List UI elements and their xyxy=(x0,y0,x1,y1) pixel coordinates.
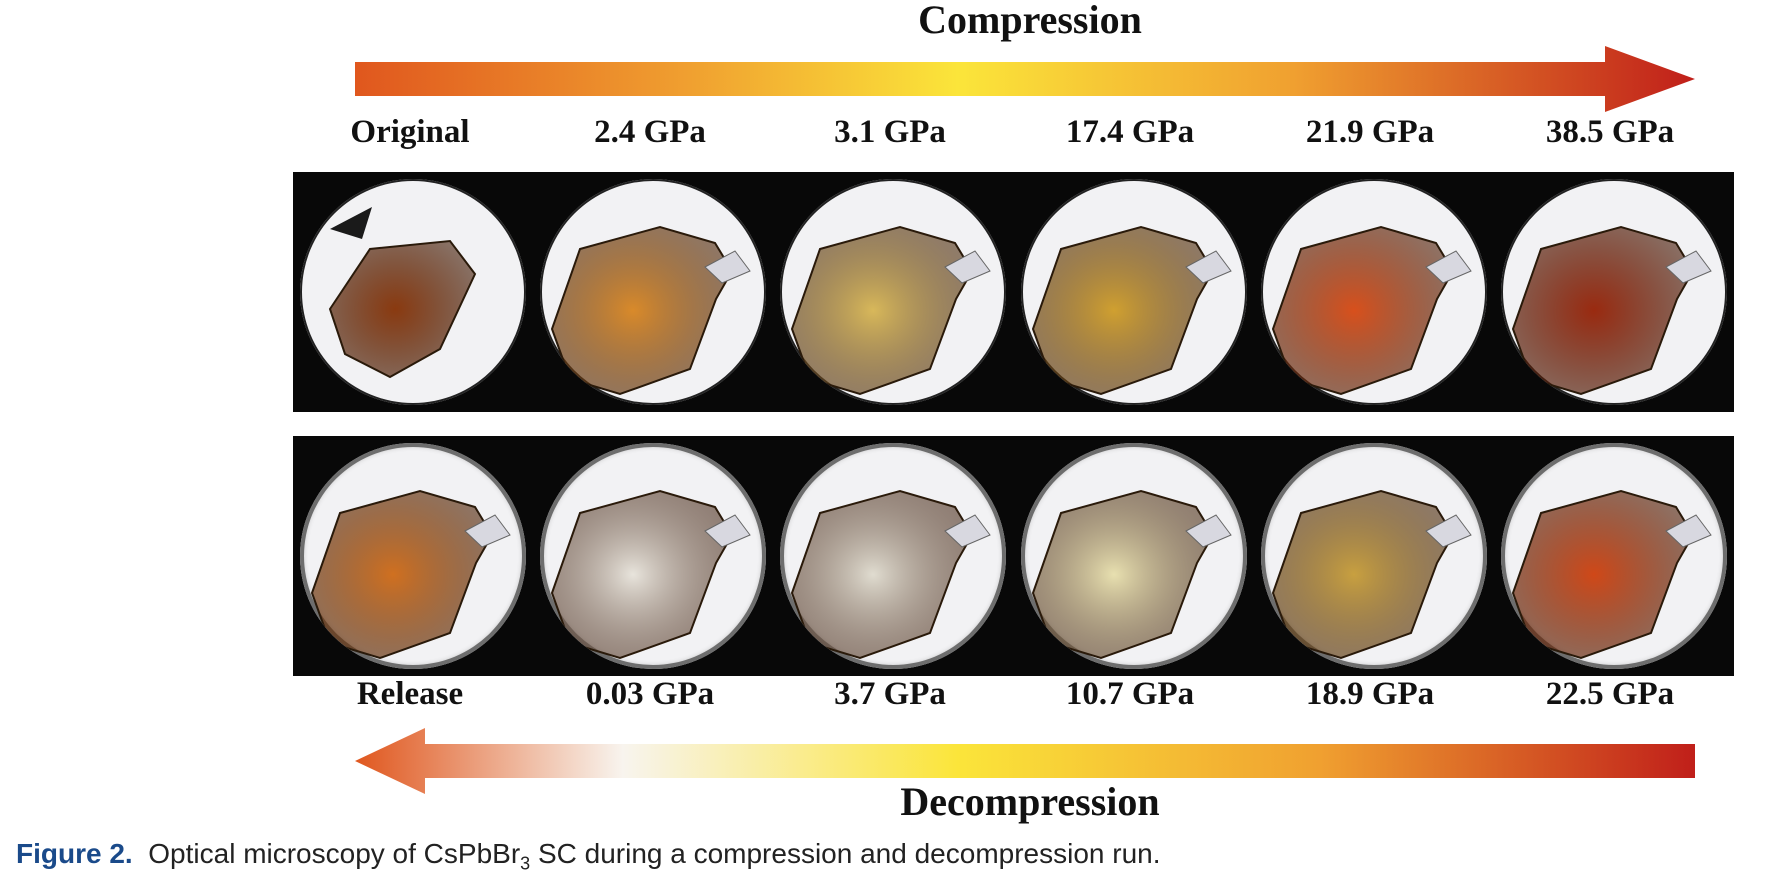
caption-text: Optical microscopy of CsPbBr3 SC during … xyxy=(148,838,1161,874)
compression-labels: Original 2.4 GPa 3.1 GPa 17.4 GPa 21.9 G… xyxy=(290,114,1730,151)
fragment-shape xyxy=(1665,250,1712,284)
crystal-shape xyxy=(551,489,734,660)
fragment-shape xyxy=(944,250,992,284)
pressure-label: Original xyxy=(350,114,470,150)
fragment-shape xyxy=(1424,250,1472,284)
pressure-label: 2.4 GPa xyxy=(594,114,706,150)
crystal-drawing xyxy=(551,225,752,396)
decompression-arrow xyxy=(355,728,1695,794)
crystal-shape xyxy=(791,225,974,396)
crystal-shape xyxy=(1511,489,1695,660)
micrograph xyxy=(780,179,1007,405)
figure-label: Figure 2. xyxy=(16,838,133,869)
crystal-shape xyxy=(1271,225,1454,396)
pressure-label: 38.5 GPa xyxy=(1545,114,1675,150)
caption-text-part: Optical microscopy of CsPbBr xyxy=(148,838,521,869)
micrograph xyxy=(1260,179,1487,405)
crystal-shape xyxy=(1031,225,1214,396)
compression-micrographs xyxy=(293,172,1734,412)
figure-caption: Figure 2. Optical microscopy of CsPbBr3 … xyxy=(16,838,1161,875)
pressure-label: 3.7 GPa xyxy=(834,676,946,712)
crystal-shape xyxy=(791,489,974,660)
crystal-drawing xyxy=(1511,489,1712,660)
micrograph xyxy=(780,443,1007,669)
fragment-shape xyxy=(464,514,511,548)
crystal-shape xyxy=(551,225,734,396)
pressure-label: 17.4 GPa xyxy=(1065,114,1195,150)
crystal-drawing xyxy=(1271,225,1472,396)
caption-subscript: 3 xyxy=(520,853,531,874)
crystal-drawing xyxy=(311,489,511,660)
micrograph xyxy=(300,179,527,405)
crystal-drawing xyxy=(791,225,992,396)
fragment-shape xyxy=(944,514,992,548)
micrograph xyxy=(1500,443,1727,669)
fragment-shape xyxy=(1665,514,1712,548)
pressure-label: 10.7 GPa xyxy=(1065,676,1195,712)
fragment-shape xyxy=(704,514,752,548)
crystal-drawing xyxy=(551,489,752,660)
caption-text-part: SC during a compression and decompressio… xyxy=(530,838,1161,869)
crystal-shape xyxy=(1031,489,1214,660)
decompression-title: Decompression xyxy=(900,779,1160,824)
pressure-label: 18.9 GPa xyxy=(1305,676,1435,712)
micrograph xyxy=(1020,443,1247,669)
compression-title: Compression xyxy=(918,0,1142,42)
crystal-drawing xyxy=(1271,489,1472,660)
pressure-label: 21.9 GPa xyxy=(1305,114,1435,150)
fragment-shape xyxy=(1184,514,1232,548)
crystal-drawing xyxy=(328,207,477,379)
crystal-drawing xyxy=(1031,489,1232,660)
micrograph xyxy=(540,443,767,669)
micrograph xyxy=(1500,179,1727,405)
crystal-drawing xyxy=(1031,225,1232,396)
micrograph xyxy=(300,443,527,669)
crystal-drawing xyxy=(1511,225,1712,396)
micrograph xyxy=(1020,179,1247,405)
fragment-shape xyxy=(330,207,373,239)
fragment-shape xyxy=(1184,250,1232,284)
fragment-shape xyxy=(704,250,752,284)
crystal-shape xyxy=(1511,225,1695,396)
compression-arrow xyxy=(355,46,1695,112)
pressure-label: 0.03 GPa xyxy=(585,676,715,712)
crystal-shape xyxy=(328,239,477,379)
crystal-shape xyxy=(311,489,494,660)
crystal-shape xyxy=(1271,489,1454,660)
pressure-label: 3.1 GPa xyxy=(834,114,946,150)
crystal-drawing xyxy=(791,489,992,660)
pressure-label: Release xyxy=(356,676,464,712)
fragment-shape xyxy=(1424,514,1472,548)
decompression-labels: Release 0.03 GPa 3.7 GPa 10.7 GPa 18.9 G… xyxy=(290,676,1730,713)
micrograph xyxy=(540,179,767,405)
pressure-label: 22.5 GPa xyxy=(1545,676,1675,712)
decompression-micrographs xyxy=(293,436,1734,676)
micrograph xyxy=(1260,443,1487,669)
